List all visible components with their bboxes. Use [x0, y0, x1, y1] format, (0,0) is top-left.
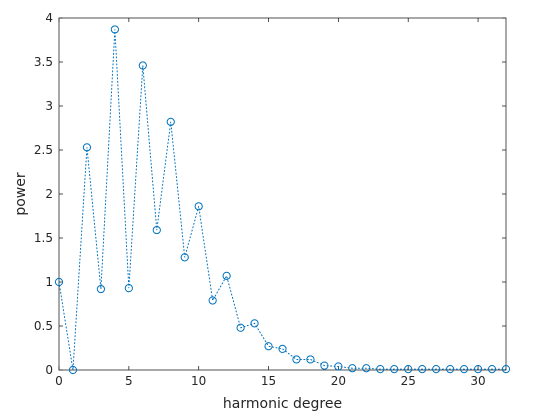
- data-point: [54, 277, 64, 287]
- data-point: [124, 284, 133, 293]
- data-point: [376, 365, 385, 374]
- data-point: [264, 342, 273, 351]
- y-tick-label: 3.5: [34, 55, 53, 69]
- y-tick-label: 3: [45, 99, 53, 113]
- x-tick-label: 20: [331, 374, 346, 388]
- data-point: [404, 365, 413, 374]
- y-tick-label: 4: [45, 11, 53, 25]
- plot-frame: [58, 17, 507, 371]
- data-point: [432, 365, 441, 374]
- data-point: [501, 365, 511, 374]
- data-point: [222, 271, 231, 280]
- plot-area: [58, 17, 507, 371]
- x-tick-label: 25: [401, 374, 416, 388]
- y-tick-label: 1: [45, 275, 53, 289]
- data-point: [194, 202, 203, 211]
- data-point: [473, 365, 483, 374]
- x-tick-label: 0: [55, 374, 63, 388]
- y-axis-ticks: 0 0.5 1 1.5 2 2.5 3 3.5 4: [34, 11, 506, 377]
- x-tick-label: 15: [261, 374, 276, 388]
- y-tick-label: 0.5: [34, 319, 53, 333]
- data-point: [320, 361, 329, 370]
- data-point: [459, 365, 469, 374]
- y-tick-label: 1.5: [34, 231, 53, 245]
- x-axis-ticks: 0 5 10 15 20 25 30: [55, 18, 486, 388]
- data-point: [82, 143, 92, 152]
- data-point: [362, 364, 371, 373]
- series-layer: [54, 25, 511, 375]
- data-point: [236, 323, 245, 332]
- x-tick-label: 10: [191, 374, 206, 388]
- data-point: [250, 319, 259, 328]
- data-point: [348, 364, 357, 373]
- data-point: [334, 362, 343, 371]
- data-point: [138, 61, 147, 70]
- data-point: [208, 296, 217, 305]
- data-point: [487, 365, 497, 374]
- y-tick-label: 2: [45, 187, 53, 201]
- data-point: [418, 365, 427, 374]
- data-point: [390, 365, 399, 374]
- x-tick-label: 30: [470, 374, 485, 388]
- data-point: [292, 355, 301, 364]
- x-axis-label: harmonic degree: [223, 396, 342, 412]
- data-point: [306, 355, 315, 364]
- data-point: [110, 25, 119, 34]
- y-tick-label: 0: [45, 363, 53, 377]
- data-point: [152, 225, 161, 235]
- data-point: [446, 365, 455, 374]
- data-point: [166, 117, 175, 126]
- x-tick-label: 5: [125, 374, 133, 388]
- y-axis-label: power: [13, 172, 29, 216]
- data-point: [180, 253, 189, 262]
- data-point: [68, 365, 78, 375]
- y-tick-label: 2.5: [34, 143, 53, 157]
- series-line: [58, 29, 507, 371]
- data-point: [278, 344, 287, 353]
- data-point: [96, 284, 106, 294]
